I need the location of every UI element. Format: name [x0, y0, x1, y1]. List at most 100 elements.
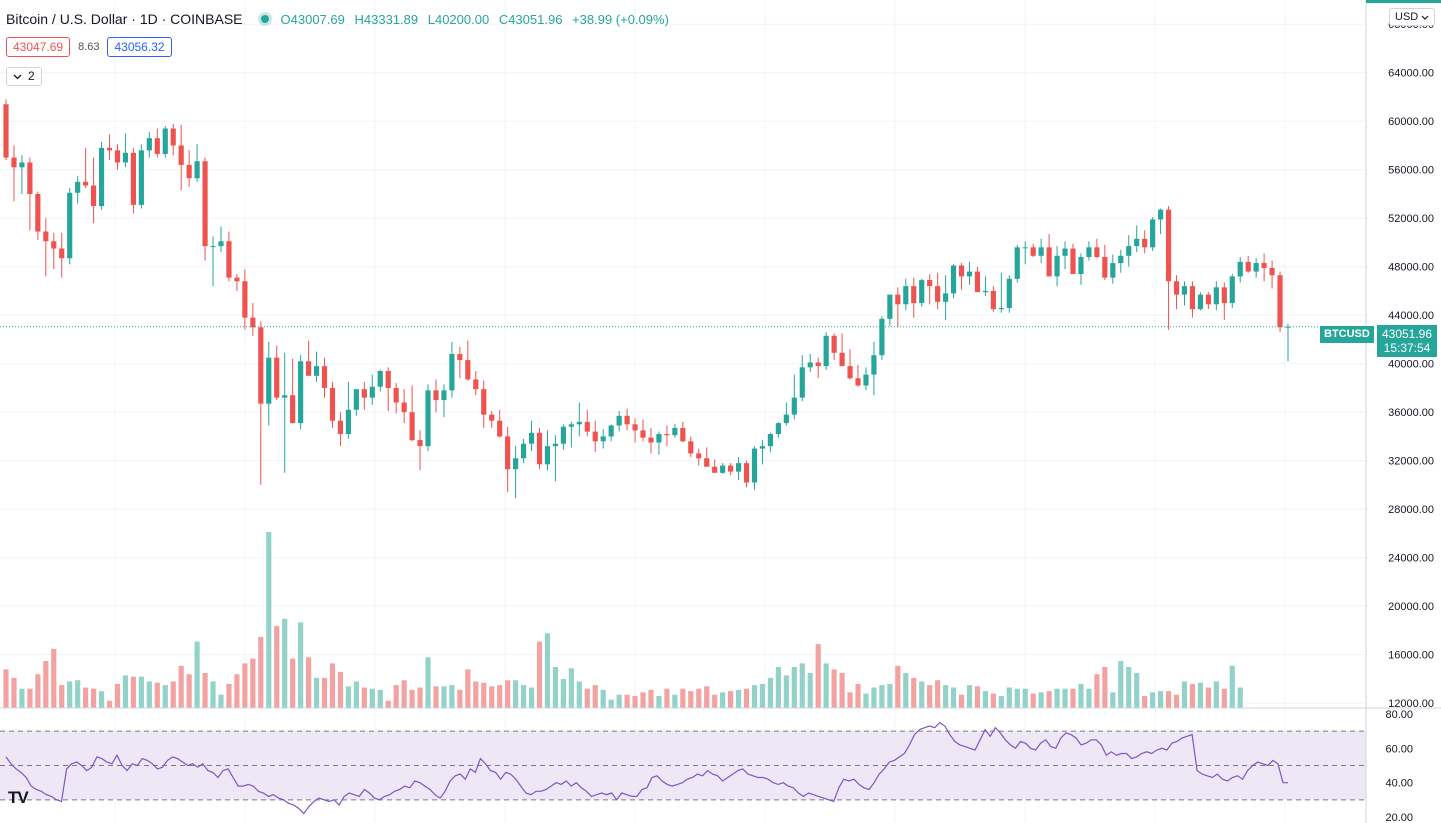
- volume-bar: [958, 694, 965, 708]
- volume-bar: [377, 689, 383, 708]
- candle-body: [1205, 294, 1211, 305]
- candle-body: [242, 281, 248, 318]
- volume-bar: [67, 681, 73, 708]
- buy-button[interactable]: 43056.32: [107, 37, 172, 57]
- candle-body: [449, 354, 455, 391]
- volume-bar: [879, 685, 885, 708]
- price-tick-label: 64000.00: [1388, 68, 1434, 80]
- volume-bar: [1213, 681, 1219, 708]
- symbol-price-tag: BTCUSD: [1320, 326, 1374, 343]
- candle-body: [1078, 257, 1084, 274]
- indicators-toggle-button[interactable]: 2: [6, 67, 42, 86]
- volume-bar: [1181, 681, 1188, 708]
- candle-body: [815, 362, 821, 367]
- volume-bar: [743, 688, 750, 708]
- candle-body: [974, 271, 981, 293]
- candle-body: [202, 161, 208, 247]
- candle-body: [353, 389, 359, 410]
- volume-bar: [552, 667, 559, 708]
- volume-bar: [783, 675, 789, 708]
- volume-bar: [775, 667, 781, 708]
- candle-body: [568, 424, 574, 427]
- candle-body: [1269, 267, 1275, 276]
- candle-body: [919, 280, 925, 304]
- volume-bar: [1165, 691, 1172, 708]
- price-axis[interactable]: 68000.0064000.0060000.0056000.0052000.00…: [1365, 0, 1441, 823]
- volume-bar: [51, 648, 57, 708]
- candle-body: [75, 181, 81, 193]
- volume-bar: [799, 663, 805, 708]
- volume-bar: [146, 681, 152, 708]
- volume-bar: [720, 692, 726, 708]
- volume-bar: [489, 686, 495, 708]
- candle-body: [966, 271, 973, 277]
- price-tick-label: 48000.00: [1388, 262, 1434, 274]
- volume-bar: [210, 681, 216, 708]
- candle-body: [305, 361, 312, 376]
- volume-bar: [122, 675, 129, 708]
- candle-body: [1197, 294, 1203, 310]
- volume-bar: [728, 691, 734, 708]
- volume-bar: [138, 676, 144, 708]
- candle-body: [1030, 247, 1036, 256]
- candle-body: [1102, 257, 1108, 278]
- volume-bar: [1189, 683, 1196, 708]
- price-tick-label: 56000.00: [1388, 165, 1434, 177]
- volume-bar: [982, 691, 989, 708]
- candle-body: [1165, 209, 1172, 282]
- volume-bar: [608, 699, 614, 708]
- candle-body: [799, 367, 805, 398]
- candle-body: [640, 430, 646, 438]
- candle-body: [696, 453, 702, 459]
- rsi-line: [5, 721, 1288, 815]
- candle-body: [751, 448, 758, 483]
- candle-body: [632, 424, 638, 431]
- volume-bar: [544, 633, 551, 708]
- candle-body: [1285, 326, 1291, 328]
- volume-bar: [1086, 688, 1092, 708]
- close-value: C43051.96: [498, 11, 563, 27]
- volume-bar: [895, 665, 901, 708]
- volume-bar: [3, 669, 9, 708]
- candle-body: [544, 446, 551, 465]
- ohlc-values: O43007.69 H43331.89 L40200.00 C43051.96 …: [281, 12, 675, 27]
- volume-bar: [1237, 687, 1243, 708]
- volume-bar: [616, 694, 622, 708]
- candle-body: [903, 286, 909, 305]
- candle-body: [887, 294, 893, 319]
- volume-bar: [1197, 682, 1203, 708]
- price-tick-label: 12000.00: [1388, 698, 1434, 710]
- volume-bar: [83, 687, 89, 708]
- volume-bar: [1006, 687, 1012, 708]
- tradingview-logo[interactable]: TV: [8, 788, 29, 807]
- volume-bar: [1070, 688, 1076, 708]
- volume-bar: [1221, 688, 1227, 708]
- volume-bar: [433, 686, 439, 708]
- high-value: H43331.89: [354, 11, 419, 27]
- volume-bar: [600, 689, 606, 708]
- price-tick-label: 40000.00: [1388, 359, 1434, 371]
- candle-body: [1070, 248, 1076, 274]
- candle-body: [27, 162, 33, 194]
- volume-bar: [186, 674, 192, 708]
- volume-bar: [998, 695, 1004, 708]
- candle-body: [321, 366, 328, 388]
- volume-bar: [536, 641, 543, 708]
- candle-body: [1229, 276, 1235, 304]
- volume-bar: [274, 626, 280, 708]
- candle-body: [298, 361, 304, 424]
- sell-button[interactable]: 43047.69: [6, 37, 71, 57]
- market-status-icon[interactable]: [260, 15, 269, 23]
- volume-bar: [1158, 691, 1164, 708]
- candle-body: [982, 290, 989, 293]
- currency-select[interactable]: USD: [1389, 8, 1436, 26]
- volume-bar: [815, 644, 821, 708]
- volume-bar: [656, 695, 662, 708]
- symbol-title[interactable]: Bitcoin / U.S. Dollar · 1D · COINBASE: [6, 11, 243, 27]
- volume-bar: [759, 683, 766, 708]
- volume-bar: [1078, 683, 1084, 708]
- candle-body: [879, 318, 885, 356]
- candle-body: [106, 147, 113, 151]
- candle-body: [473, 379, 479, 390]
